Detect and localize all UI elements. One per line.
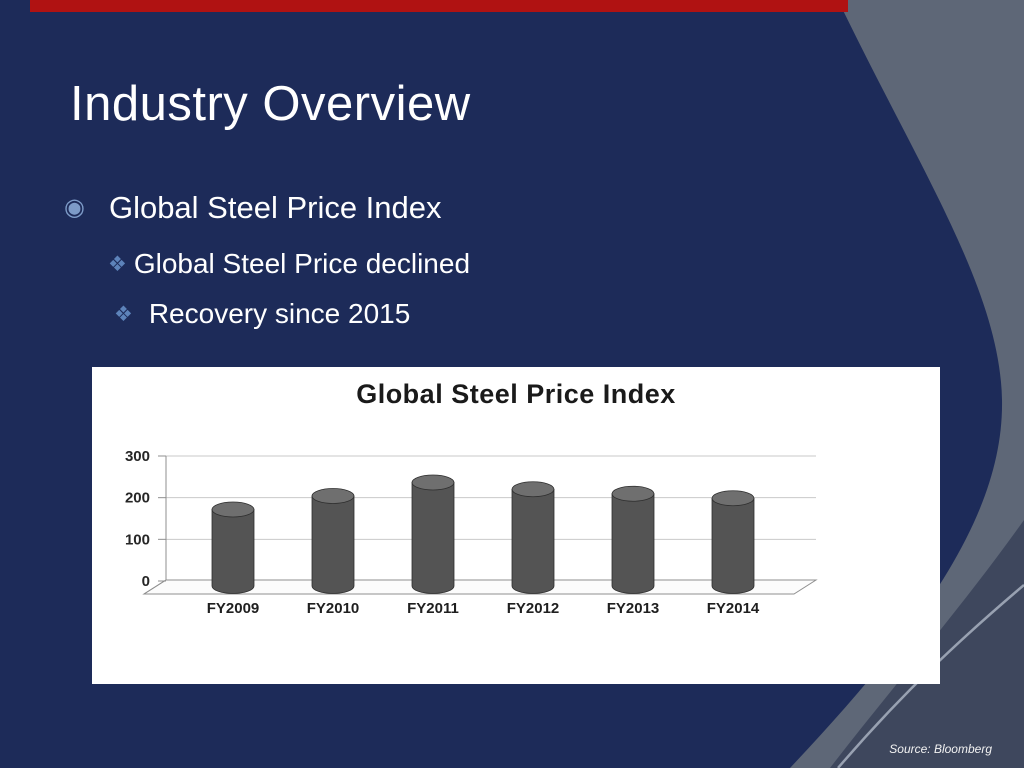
x-tick-label: FY2014 [707, 600, 760, 617]
x-tick-label: FY2011 [407, 600, 459, 617]
chart-bar-top [711, 490, 755, 507]
chart-bar [211, 509, 255, 594]
x-tick-label: FY2009 [207, 600, 260, 617]
y-tick-label: 0 [142, 573, 150, 590]
fisheye-bullet-icon: ◉ [64, 194, 85, 221]
swoosh-dark-corner [830, 520, 1024, 768]
x-tick-label: FY2012 [507, 600, 560, 617]
y-tick-label: 100 [125, 531, 150, 548]
bullet-sub-2: ❖ Recovery since 2015 [114, 298, 410, 330]
chart-bar-top [411, 474, 455, 491]
bullet-sub-2-label: Recovery since 2015 [148, 298, 411, 329]
bullet-sub-1: ❖ Global Steel Price declined [108, 248, 470, 280]
chart-panel: Global Steel Price Index 0 100 200 300 FY200… [92, 367, 940, 684]
slide-title: Industry Overview [70, 77, 471, 131]
diamond-bullet-icon: ❖ [108, 252, 127, 276]
source-note: Source: Bloomberg [889, 742, 992, 756]
chart-bar [611, 493, 655, 594]
chart-bar [411, 482, 455, 594]
steel-price-index-chart: 0 100 200 300 FY2009 FY2010 FY2011 FY2012 FY2013… [125, 448, 818, 617]
y-tick-label: 200 [125, 490, 150, 507]
diamond-bullet-icon: ❖ [114, 302, 133, 326]
bullet-main: ◉ Global Steel Price Index [64, 190, 442, 226]
chart-title: Global Steel Price Index [356, 379, 676, 409]
chart-bar [311, 495, 355, 594]
bullet-main-label: Global Steel Price Index [108, 190, 442, 225]
x-tick-label: FY2013 [607, 600, 660, 617]
top-accent-bar [30, 0, 848, 12]
x-tick-label: FY2010 [307, 600, 360, 617]
bullet-sub-1-label: Global Steel Price declined [133, 248, 471, 279]
chart-bar-top [511, 481, 555, 498]
y-tick-label: 300 [125, 448, 150, 465]
chart-bar-top [211, 501, 255, 518]
chart-bar [511, 488, 555, 594]
swoosh-gray-shape [790, 0, 1024, 768]
chart-bar-top [611, 485, 655, 502]
chart-bar-top [311, 488, 355, 504]
chart-bar [711, 497, 755, 594]
